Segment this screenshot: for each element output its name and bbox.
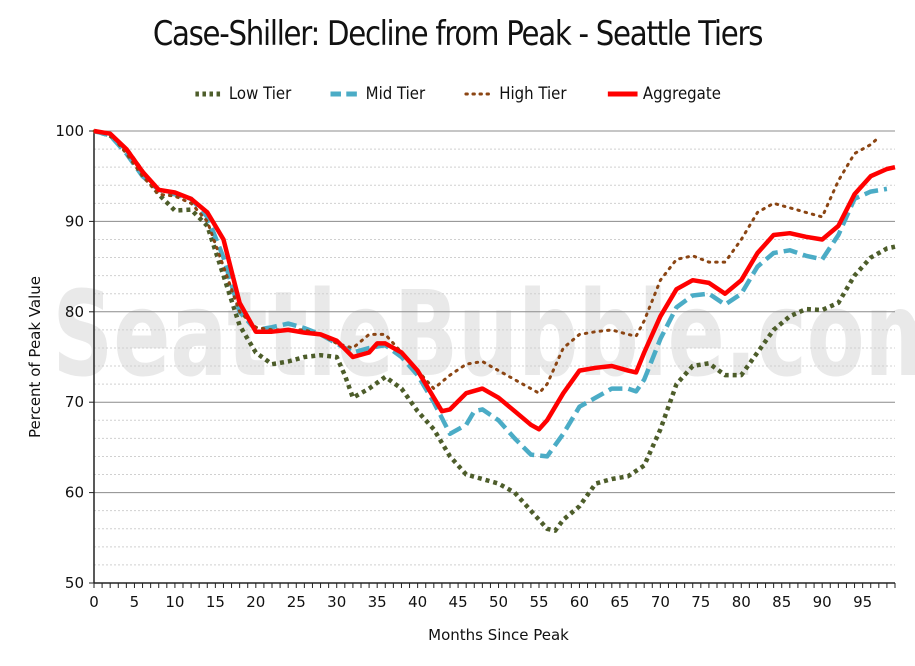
y-axis-title: Percent of Peak Value [26,276,44,438]
legend-label-low-tier: Low Tier [228,84,291,104]
y-tick-label: 70 [65,393,84,411]
x-tick-label: 55 [529,593,548,611]
legend: Low Tier Mid Tier High Tier Aggregate [0,84,915,104]
y-tick-label: 60 [65,484,84,502]
x-tick-label: 30 [327,593,346,611]
chart-title: Case-Shiller: Decline from Peak - Seattl… [152,14,764,54]
legend-item-high-tier: High Tier [464,84,567,104]
series-line-low-tier [93,128,896,533]
x-tick-label: 5 [130,593,140,611]
x-tick-label: 10 [165,593,184,611]
y-tick-label: 90 [65,212,84,230]
x-tick-label: 70 [651,593,670,611]
x-tick-label: 50 [489,593,508,611]
x-tick-label: 45 [449,593,468,611]
y-tick-label: 50 [65,574,84,592]
y-tick-label: 80 [65,303,84,321]
legend-swatch-mid-tier [330,91,360,97]
series-line-high-tier [92,129,881,395]
legend-label-high-tier: High Tier [499,84,567,104]
x-tick-label: 75 [691,593,710,611]
x-tick-label: 40 [408,593,427,611]
x-axis-title: Months Since Peak [428,626,569,644]
x-tick-label: 90 [813,593,832,611]
x-tick-label: 20 [246,593,265,611]
x-tick-label: 25 [287,593,306,611]
legend-item-low-tier: Low Tier [193,84,291,104]
series-line-mid-tier [93,128,888,459]
legend-label-aggregate: Aggregate [642,84,721,104]
series-line-aggregate [93,128,896,432]
x-tick-label: 0 [89,593,99,611]
x-tick-label: 35 [368,593,387,611]
x-tick-label: 65 [610,593,629,611]
x-tick-label: 60 [570,593,589,611]
y-tick-label: 100 [55,122,84,140]
legend-item-mid-tier: Mid Tier [330,84,425,104]
x-tick-label: 80 [732,593,751,611]
legend-swatch-aggregate [607,91,638,97]
legend-swatch-low-tier [195,91,222,97]
watermark: SeattleBubble.com [53,265,915,403]
x-tick-label: 15 [206,593,225,611]
legend-swatch-high-tier [464,92,494,96]
x-tick-label: 85 [772,593,791,611]
legend-label-mid-tier: Mid Tier [365,84,425,104]
x-tick-label: 95 [853,593,872,611]
legend-item-aggregate: Aggregate [607,84,721,104]
